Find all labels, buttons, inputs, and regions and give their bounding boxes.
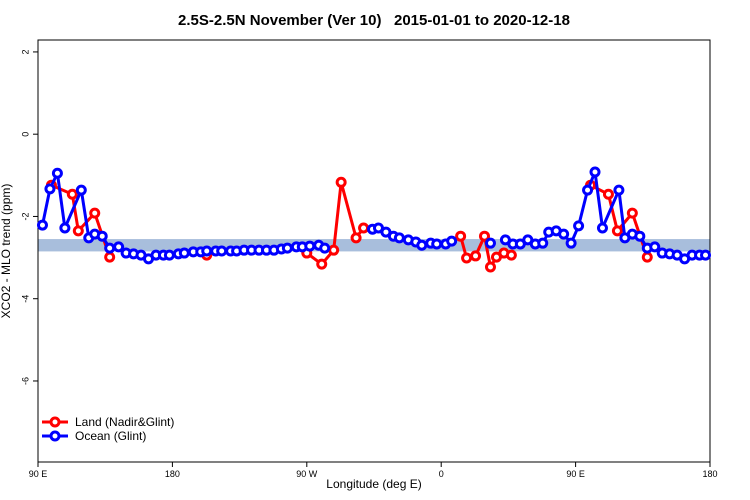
data-point — [59, 222, 71, 234]
data-point — [201, 245, 213, 257]
data-point — [626, 207, 638, 219]
data-point — [44, 183, 56, 195]
y-tick-label: -6 — [20, 377, 30, 385]
data-point — [113, 241, 125, 253]
data-point — [163, 249, 175, 261]
data-point — [216, 245, 228, 257]
reference-band — [38, 239, 710, 252]
data-point — [328, 244, 340, 256]
data-point — [316, 258, 328, 270]
y-tick-label: -4 — [20, 295, 30, 303]
data-point — [582, 184, 594, 196]
data-point — [641, 251, 653, 263]
x-tick-label: 90 E — [566, 469, 585, 479]
legend-label: Land (Nadir&Glint) — [75, 415, 174, 429]
y-tick-label: -2 — [20, 212, 30, 220]
data-point — [96, 230, 108, 242]
data-point — [350, 232, 362, 244]
data-point — [613, 184, 625, 196]
data-point — [75, 184, 87, 196]
plot-frame — [37, 39, 711, 463]
data-point — [484, 261, 496, 273]
data-point — [304, 240, 316, 252]
data-point — [589, 166, 601, 178]
data-point — [602, 188, 614, 200]
data-point — [393, 232, 405, 244]
data-point — [416, 239, 428, 251]
chart-title: 2.5S-2.5N November (Ver 10) 2015-01-01 t… — [178, 12, 570, 29]
x-tick-label: 90 E — [29, 469, 48, 479]
data-point — [178, 247, 190, 259]
y-tick-label: 2 — [20, 49, 30, 54]
data-point — [479, 230, 491, 242]
x-tick-label: 180 — [165, 469, 180, 479]
data-point — [484, 237, 496, 249]
data-point — [72, 225, 84, 237]
data-point — [281, 242, 293, 254]
data-point — [66, 188, 78, 200]
data-point — [455, 230, 467, 242]
data-point — [446, 235, 458, 247]
data-point — [649, 241, 661, 253]
data-point — [89, 207, 101, 219]
y-tick-label: 0 — [20, 132, 30, 137]
data-point — [596, 222, 608, 234]
data-point — [319, 242, 331, 254]
y-axis-label: XCO2 - MLO trend (ppm) — [0, 184, 13, 319]
legend-marker — [49, 430, 61, 442]
data-point — [565, 237, 577, 249]
data-point — [558, 228, 570, 240]
data-point — [36, 219, 48, 231]
data-point — [104, 251, 116, 263]
data-point — [634, 230, 646, 242]
data-point — [51, 167, 63, 179]
legend-label: Ocean (Glint) — [75, 429, 146, 443]
x-tick-label: 0 — [439, 469, 444, 479]
data-point — [335, 176, 347, 188]
data-point — [461, 252, 473, 264]
data-point — [573, 220, 585, 232]
x-tick-label: 90 W — [296, 469, 318, 479]
data-point — [537, 237, 549, 249]
data-point — [431, 238, 443, 250]
data-point — [611, 225, 623, 237]
data-point — [470, 250, 482, 262]
data-point — [505, 249, 517, 261]
legend-marker — [49, 416, 61, 428]
data-point — [358, 222, 370, 234]
x-axis-label: Longitude (deg E) — [326, 477, 421, 491]
x-tick-label: 180 — [702, 469, 717, 479]
data-point — [700, 249, 712, 261]
data-point — [104, 242, 116, 254]
